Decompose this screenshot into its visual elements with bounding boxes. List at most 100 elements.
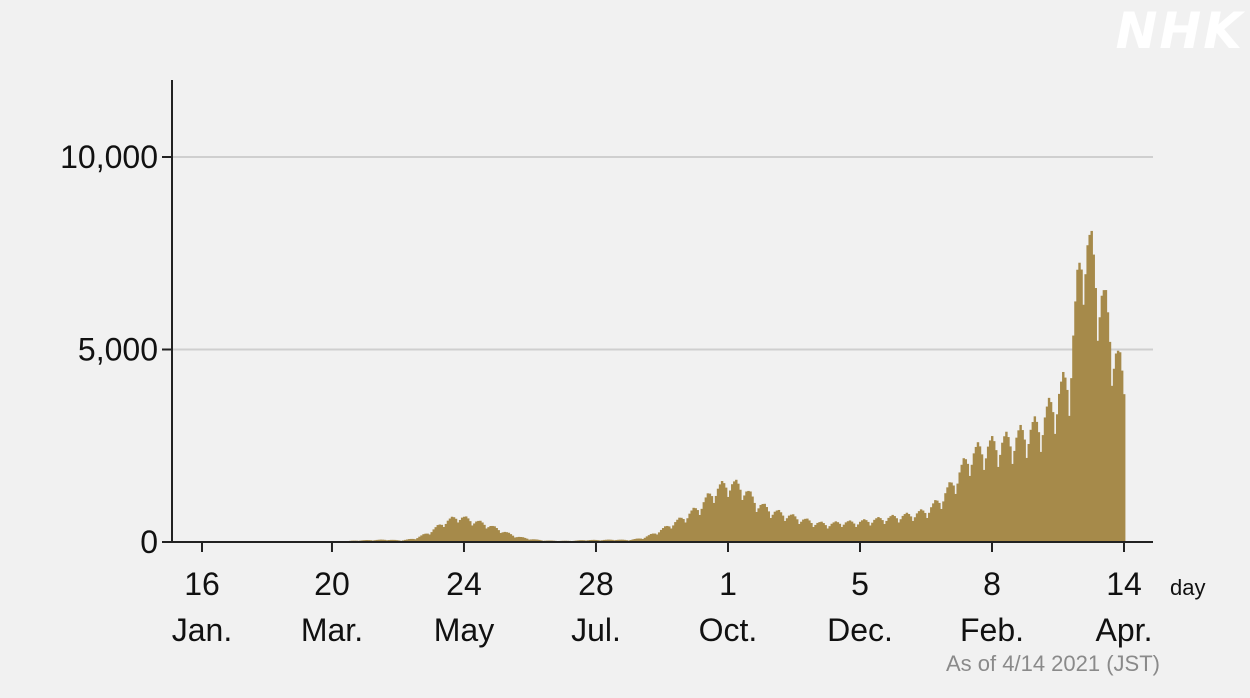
bar	[974, 446, 978, 542]
bar	[1029, 429, 1032, 542]
bar	[1039, 451, 1043, 542]
bar	[452, 517, 456, 542]
x-tick-day-label: 28	[578, 566, 614, 602]
bar	[836, 522, 840, 542]
bar	[899, 519, 903, 542]
bar	[611, 539, 614, 542]
bar	[1088, 234, 1091, 542]
bar	[1104, 290, 1108, 542]
bar	[800, 521, 803, 542]
bar	[808, 520, 811, 542]
bar	[1098, 317, 1102, 542]
bar	[684, 522, 687, 542]
bar	[1080, 269, 1083, 542]
bar	[946, 487, 949, 542]
bar	[635, 538, 639, 542]
bar	[434, 527, 437, 542]
bar	[1076, 269, 1079, 542]
bar	[633, 539, 636, 542]
x-tick-month-label: Jan.	[172, 612, 232, 648]
bar	[861, 520, 864, 542]
bar	[523, 537, 527, 542]
bar	[895, 518, 898, 542]
bar	[670, 528, 673, 542]
bar	[454, 518, 458, 542]
bar	[990, 436, 994, 542]
bar	[696, 510, 699, 542]
bar	[479, 520, 482, 542]
bar	[1031, 422, 1035, 542]
bar	[1122, 394, 1126, 542]
bar	[686, 518, 689, 542]
bar	[710, 496, 714, 542]
bar	[915, 513, 919, 542]
bar	[921, 510, 925, 542]
bar	[726, 496, 730, 542]
bar	[676, 519, 679, 542]
bar	[527, 539, 531, 542]
y-tick-label: 5,000	[78, 332, 158, 368]
bar	[934, 500, 937, 542]
bar	[793, 516, 797, 542]
bar	[978, 446, 982, 542]
bar	[436, 525, 439, 542]
bar	[765, 507, 768, 542]
bar	[1074, 301, 1077, 542]
bar	[623, 539, 626, 542]
bar	[917, 511, 921, 542]
bar	[846, 521, 850, 542]
bar	[940, 508, 943, 542]
x-tick-day-label: 14	[1106, 566, 1142, 602]
bar	[664, 526, 667, 542]
bar	[418, 536, 421, 542]
bar	[757, 508, 760, 542]
bar	[467, 518, 470, 542]
bar	[391, 539, 395, 542]
bar	[903, 514, 907, 542]
bar	[820, 521, 823, 542]
bar	[1027, 443, 1030, 542]
bar	[972, 453, 976, 542]
bar	[464, 516, 468, 542]
bar	[657, 532, 661, 542]
bar	[631, 539, 634, 542]
bar	[751, 496, 754, 542]
bar	[1110, 385, 1114, 542]
bar	[733, 481, 736, 542]
bar	[536, 539, 539, 542]
bar	[804, 518, 807, 542]
bar	[532, 539, 535, 542]
bar	[938, 502, 941, 542]
bar	[383, 539, 387, 542]
bar	[988, 440, 992, 542]
bar	[1102, 290, 1106, 542]
bar	[854, 526, 858, 542]
bar	[1094, 288, 1097, 542]
bar	[749, 491, 752, 542]
bar	[984, 458, 988, 542]
bar	[759, 504, 762, 542]
bar	[716, 488, 720, 542]
bar	[995, 450, 998, 542]
bar	[1003, 436, 1006, 542]
bar	[737, 483, 740, 542]
bar	[712, 502, 716, 542]
bar	[769, 517, 773, 542]
bar	[869, 525, 872, 542]
bar	[905, 512, 909, 542]
x-tick-day-label: 1	[719, 566, 737, 602]
x-unit-label: day	[1170, 575, 1205, 600]
bar	[678, 517, 681, 542]
bar	[680, 517, 683, 542]
x-tick-day-label: 24	[446, 566, 482, 602]
bar	[1037, 432, 1041, 542]
bar	[901, 515, 905, 542]
bar	[1015, 437, 1018, 542]
bar	[747, 490, 750, 542]
bar	[469, 521, 472, 542]
bar	[493, 526, 496, 542]
bar	[958, 472, 961, 542]
x-tick-month-label: May	[434, 612, 494, 648]
bar	[404, 539, 407, 542]
